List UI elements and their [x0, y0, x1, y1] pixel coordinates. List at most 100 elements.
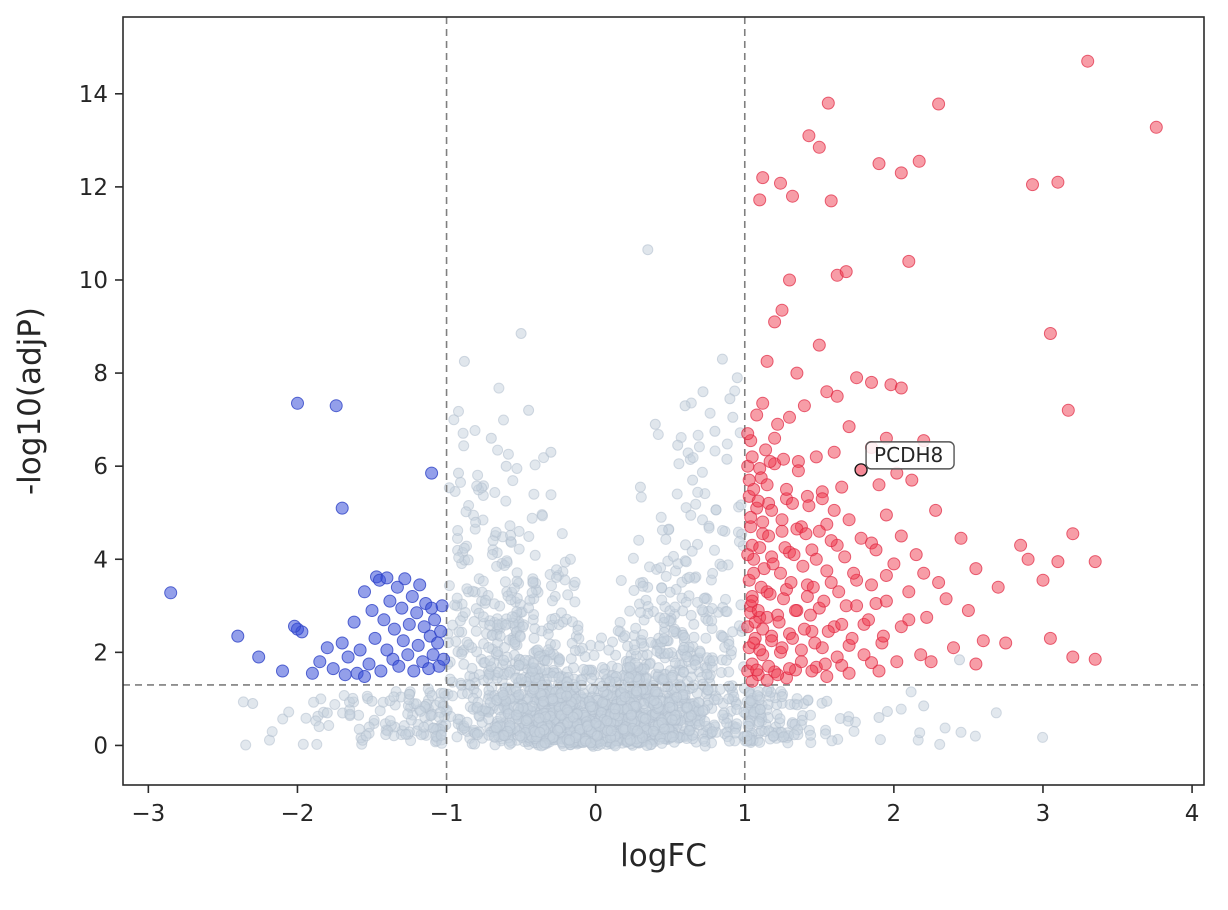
up-points-group [741, 54, 1163, 688]
data-point [692, 486, 704, 498]
data-point [411, 638, 425, 652]
data-point [879, 594, 893, 608]
data-point [800, 590, 814, 603]
data-point [894, 529, 908, 543]
data-point [523, 602, 535, 614]
data-point [549, 639, 561, 651]
data-point [766, 557, 780, 571]
data-point [857, 648, 871, 662]
data-point [707, 655, 719, 667]
data-point [721, 453, 733, 465]
data-point [664, 586, 676, 598]
data-point [407, 664, 421, 678]
data-point [458, 355, 470, 367]
data-point [909, 548, 923, 562]
data-point [578, 663, 590, 675]
data-point [872, 157, 886, 171]
data-point [625, 709, 637, 721]
data-point [879, 569, 893, 582]
data-point [756, 171, 770, 185]
data-point [529, 549, 541, 561]
data-point [488, 731, 500, 743]
data-point [775, 641, 789, 655]
data-point [442, 637, 454, 649]
gene-label: PCDH8 [874, 443, 943, 467]
x-tick-label: 2 [887, 801, 902, 827]
data-point [537, 510, 548, 522]
data-point [329, 399, 343, 413]
y-tick-label: 14 [79, 82, 108, 108]
data-point [872, 478, 886, 492]
data-point [485, 432, 497, 444]
data-point [546, 595, 558, 607]
data-point [716, 560, 728, 572]
y-tick-label: 4 [93, 547, 108, 573]
data-point [787, 548, 801, 562]
data-point [693, 441, 705, 453]
data-point [511, 463, 523, 474]
data-point [434, 624, 448, 638]
data-point [483, 713, 494, 725]
data-point [1066, 527, 1080, 541]
data-point [1043, 327, 1057, 340]
data-point [362, 657, 376, 671]
data-point [754, 580, 768, 594]
data-point [470, 516, 482, 528]
data-point [562, 589, 574, 601]
data-point [459, 607, 471, 618]
data-point [751, 604, 765, 617]
data-point [647, 725, 659, 737]
y-tick-label: 0 [93, 733, 108, 759]
data-point [671, 691, 683, 703]
data-point [821, 695, 833, 707]
data-point [969, 657, 983, 671]
data-point [471, 701, 483, 713]
data-point [805, 709, 816, 721]
data-point [865, 578, 878, 592]
data-point [624, 605, 636, 617]
annotation-box [865, 441, 955, 470]
data-point [701, 668, 713, 680]
data-point [920, 610, 934, 624]
data-point [515, 673, 527, 685]
data-point [759, 443, 773, 457]
data-point [433, 711, 445, 723]
data-point [313, 721, 325, 733]
data-point [291, 396, 304, 410]
data-point [305, 666, 319, 680]
data-point [842, 513, 856, 527]
data-point [812, 140, 826, 154]
data-point [765, 503, 779, 517]
data-point [655, 511, 667, 523]
data-point [774, 713, 786, 725]
data-point [579, 651, 591, 663]
data-point [832, 585, 846, 599]
data-point [623, 672, 635, 684]
data-point [763, 587, 777, 601]
data-point [775, 524, 789, 538]
data-point [561, 690, 573, 702]
data-point [678, 641, 690, 653]
data-point [477, 611, 489, 623]
data-point [633, 534, 645, 546]
data-point [717, 709, 729, 721]
data-point [680, 539, 691, 551]
data-point [502, 448, 514, 460]
y-tick-label: 10 [79, 268, 108, 294]
data-point [932, 576, 946, 589]
data-point [454, 615, 466, 627]
data-point [756, 515, 770, 529]
data-point [1026, 178, 1039, 192]
data-point [164, 586, 178, 600]
data-point [679, 400, 691, 412]
data-point [784, 576, 798, 589]
data-point [742, 473, 756, 487]
data-point [533, 712, 545, 724]
data-point [453, 405, 464, 417]
data-point [869, 543, 883, 557]
data-point [754, 703, 766, 715]
data-point [497, 689, 509, 701]
data-point [780, 482, 793, 496]
data-point [756, 622, 770, 636]
data-point [437, 652, 451, 666]
